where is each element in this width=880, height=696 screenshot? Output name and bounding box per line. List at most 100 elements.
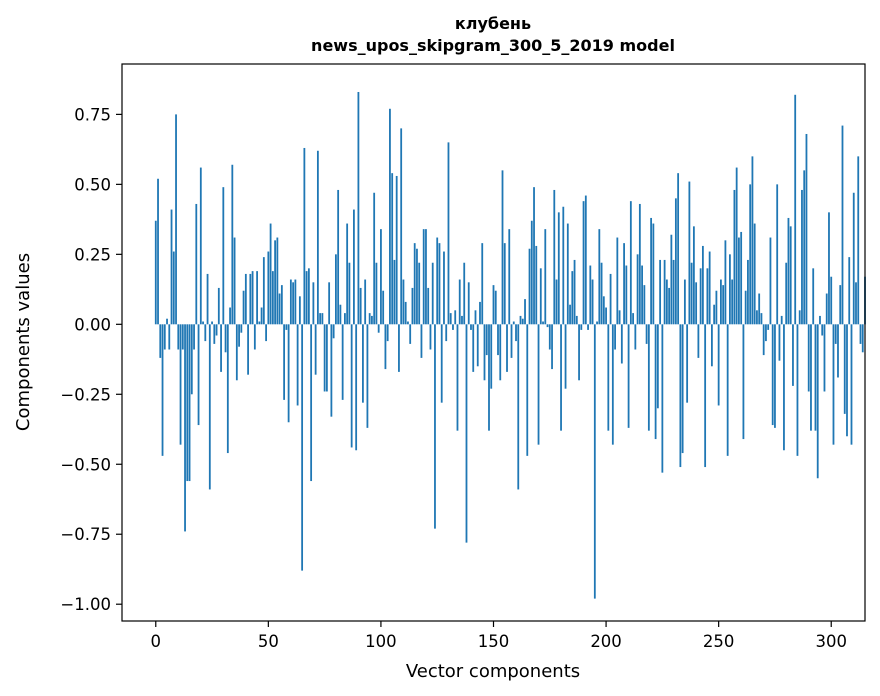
bar-36 [235, 324, 238, 381]
bar-158 [510, 324, 513, 358]
bar-95 [368, 313, 371, 325]
bar-127 [440, 324, 443, 403]
bar-116 [416, 248, 418, 325]
bar-136 [461, 315, 463, 325]
bar-68 [307, 268, 310, 325]
bar-187 [575, 315, 578, 325]
bar-9 [175, 114, 177, 325]
bar-188 [578, 324, 580, 381]
chart-subtitle: news_upos_skipgram_300_5_2019 model [311, 36, 675, 55]
bar-2 [159, 324, 162, 358]
bar-43 [251, 271, 254, 325]
bar-276 [776, 184, 779, 325]
bar-264 [749, 184, 752, 325]
bar-90 [357, 91, 360, 325]
bar-33 [229, 307, 231, 325]
bar-286 [798, 310, 801, 325]
bar-293 [814, 324, 817, 431]
bar-153 [499, 324, 502, 381]
bar-52 [271, 271, 274, 325]
y-tick-label: −0.25 [60, 385, 111, 404]
x-tick-label: 0 [151, 632, 162, 651]
bar-202 [609, 273, 612, 325]
bar-13 [184, 324, 186, 532]
bar-274 [771, 324, 774, 426]
bar-229 [670, 234, 673, 325]
bar-288 [803, 170, 806, 325]
bar-273 [769, 237, 772, 325]
bar-152 [497, 324, 499, 356]
bar-184 [569, 304, 571, 325]
bar-53 [274, 240, 277, 325]
bar-63 [296, 324, 299, 406]
chart-title: клубень [455, 14, 531, 33]
bar-67 [305, 271, 308, 325]
bar-308 [848, 257, 851, 325]
bar-62 [294, 279, 297, 325]
bar-231 [674, 198, 677, 325]
bar-115 [413, 243, 416, 325]
bar-89 [355, 324, 358, 451]
x-tick-label: 250 [703, 632, 735, 651]
bar-19 [197, 324, 200, 426]
bar-309 [850, 324, 853, 445]
bar-249 [715, 290, 718, 325]
bar-292 [812, 268, 815, 325]
bar-144 [479, 301, 481, 325]
bar-311 [855, 282, 857, 325]
bar-20 [199, 167, 202, 325]
bar-35 [233, 237, 236, 325]
bar-296 [821, 324, 824, 336]
bar-186 [573, 259, 576, 325]
bar-220 [650, 217, 653, 325]
bar-48 [262, 257, 265, 325]
bar-47 [260, 307, 263, 325]
bar-172 [542, 321, 544, 325]
bar-173 [544, 229, 547, 325]
bar-28 [217, 287, 220, 325]
bar-145 [481, 243, 484, 325]
bar-113 [409, 324, 412, 344]
bar-215 [638, 203, 641, 325]
bar-8 [172, 251, 175, 325]
bar-71 [314, 324, 317, 375]
bar-291 [810, 324, 812, 431]
bar-198 [600, 262, 603, 325]
bar-55 [278, 293, 281, 325]
bar-310 [852, 192, 855, 325]
y-tick-label: 0.75 [74, 105, 111, 124]
bar-38 [240, 324, 243, 333]
bar-284 [794, 94, 797, 325]
bar-216 [641, 265, 644, 325]
bar-99 [377, 324, 380, 333]
x-axis-ticks: 0 50 100 150 200 250 300 [151, 621, 847, 651]
bar-56 [280, 285, 283, 325]
bar-120 [425, 229, 427, 325]
bar-5 [166, 318, 168, 325]
bar-307 [846, 324, 848, 437]
y-axis-ticks: −1.00 −0.75 −0.50 −0.25 0.00 0.25 0.50 0.75 [60, 105, 122, 614]
bar-200 [605, 307, 607, 325]
bar-230 [672, 259, 675, 325]
bar-23 [206, 273, 209, 325]
bar-313 [859, 324, 862, 344]
bar-64 [298, 296, 301, 325]
bar-110 [402, 279, 405, 325]
bar-41 [247, 324, 249, 375]
bar-302 [834, 324, 837, 344]
bar-295 [819, 315, 821, 325]
bar-105 [391, 173, 394, 325]
x-tick-label: 300 [815, 632, 847, 651]
bar-294 [816, 324, 819, 479]
bar-32 [226, 324, 229, 454]
bar-182 [564, 324, 567, 389]
bar-146 [483, 324, 486, 381]
bar-265 [751, 156, 754, 325]
bar-150 [492, 285, 495, 325]
bar-240 [695, 282, 698, 325]
bar-204 [614, 324, 616, 350]
bar-80 [334, 254, 337, 325]
bar-272 [767, 324, 770, 330]
bar-40 [244, 273, 247, 325]
